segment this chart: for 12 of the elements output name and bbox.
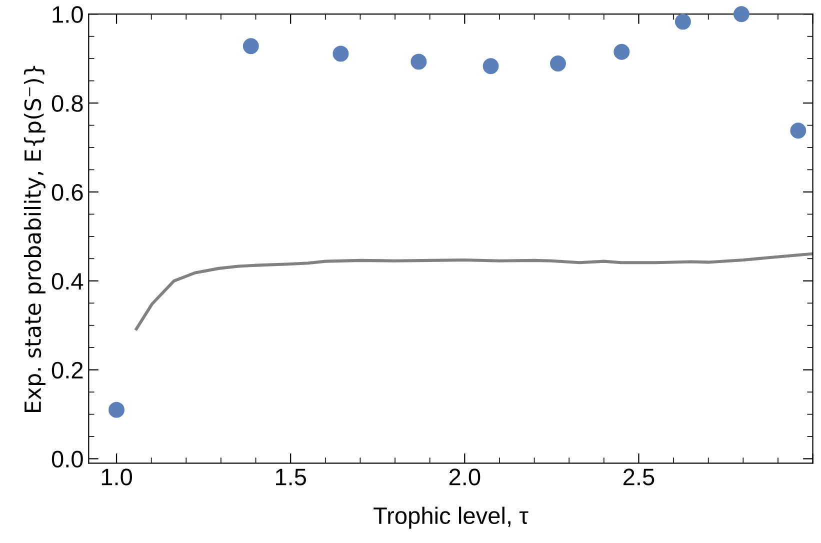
y-tick-label: 0.4 (52, 272, 84, 290)
y-tick-label: 0.8 (52, 95, 83, 112)
y-tick-label: 1.0 (52, 6, 83, 23)
y-tick-label: 0.0 (52, 450, 83, 468)
y-axis-title: Exp. state probability, E{p(S⁻)} (24, 66, 46, 412)
x-tick-label: 2.5 (624, 468, 654, 486)
x-tick-label: 1.0 (102, 468, 132, 486)
y-tick-label: 0.2 (52, 362, 83, 379)
x-tick-label: 2.0 (449, 468, 480, 486)
x-tick-label: 1.5 (276, 468, 306, 486)
y-tick-label: 0.6 (52, 184, 83, 201)
x-axis-title: Trophic level, τ (374, 506, 528, 529)
